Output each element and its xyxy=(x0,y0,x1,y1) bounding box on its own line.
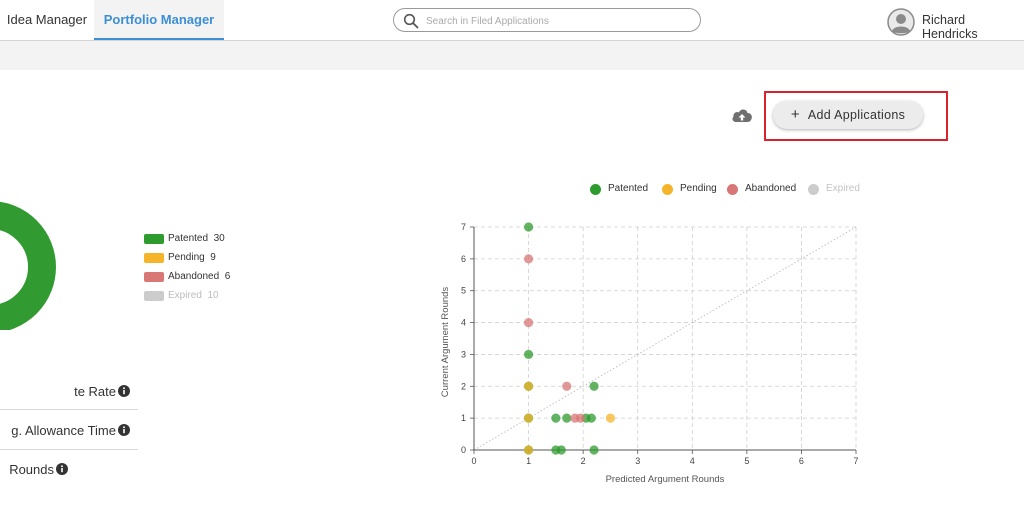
y-tick-label: 3 xyxy=(461,349,466,359)
x-axis-label: Predicted Argument Rounds xyxy=(606,474,725,485)
chart-ticks: 0 1 2 3 4 5 6 7 0 1 2 3 4 5 6 7 xyxy=(461,222,859,466)
search-box[interactable] xyxy=(393,8,701,32)
legend-dot xyxy=(662,184,673,195)
legend-item-patented[interactable]: Patented 30 xyxy=(144,233,264,245)
legend-name: Expired xyxy=(826,183,860,194)
legend-name: Pending xyxy=(680,183,717,194)
point-abandoned[interactable] xyxy=(523,317,534,328)
y-tick-label: 1 xyxy=(461,413,466,423)
legend-label: Pending xyxy=(168,252,205,263)
legend-swatch-abandoned xyxy=(144,272,164,282)
x-tick-label: 7 xyxy=(853,456,858,466)
x-tick-label: 6 xyxy=(799,456,804,466)
legend-swatch-pending xyxy=(144,253,164,263)
legend-dot xyxy=(727,184,738,195)
point-pending[interactable] xyxy=(523,445,534,455)
point-patented[interactable] xyxy=(523,349,534,360)
point-patented[interactable] xyxy=(562,413,572,423)
point-abandoned[interactable] xyxy=(562,381,572,391)
legend-item-abandoned[interactable]: Abandoned 6 xyxy=(144,271,264,283)
argument-rounds-scatter-chart: 0 1 2 3 4 5 6 7 0 1 2 3 4 5 6 7 Predicted Argument Roun… xyxy=(440,222,859,485)
content-header-band xyxy=(0,41,1024,70)
point-patented[interactable] xyxy=(589,445,599,455)
user-avatar-icon[interactable] xyxy=(887,8,915,36)
point-abandoned[interactable] xyxy=(575,413,586,423)
y-tick-label: 2 xyxy=(461,381,466,391)
search-input[interactable] xyxy=(424,12,688,30)
tab-portfolio-manager[interactable]: Portfolio Manager xyxy=(94,0,224,40)
legend-count: 10 xyxy=(207,290,219,301)
y-tick-label: 7 xyxy=(461,222,466,232)
legend-swatch-expired xyxy=(144,291,164,301)
stat-divider xyxy=(0,409,138,410)
legend-label: Patented xyxy=(168,233,209,244)
point-pending[interactable] xyxy=(523,413,534,423)
stat-row-rounds: Rounds xyxy=(0,462,138,478)
legend-count: 6 xyxy=(224,271,231,282)
y-axis-label: Current Argument Rounds xyxy=(440,287,451,398)
point-patented[interactable] xyxy=(589,381,599,391)
info-icon[interactable] xyxy=(118,385,130,397)
point-patented[interactable] xyxy=(551,413,561,423)
y-tick-label: 0 xyxy=(461,445,466,455)
search-icon xyxy=(403,13,419,29)
chart-grid xyxy=(473,226,857,451)
add-applications-label: Add Applications xyxy=(807,108,906,122)
point-pending[interactable] xyxy=(605,413,616,423)
diagonal-reference-line xyxy=(473,226,857,451)
point-pending[interactable] xyxy=(523,381,534,391)
info-icon[interactable] xyxy=(118,424,130,436)
x-tick-label: 1 xyxy=(526,456,531,466)
top-navigation-bar: Idea Manager Portfolio Manager Richard H… xyxy=(0,0,1024,41)
legend-dot xyxy=(590,184,601,195)
y-tick-label: 4 xyxy=(461,318,466,328)
stat-row-allowance-time: g. Allowance Time xyxy=(0,423,138,439)
x-tick-label: 0 xyxy=(471,456,476,466)
legend-label: Expired xyxy=(168,290,202,301)
info-icon[interactable] xyxy=(56,463,68,475)
point-patented[interactable] xyxy=(586,413,596,423)
x-tick-label: 5 xyxy=(744,456,749,466)
legend-item-expired[interactable]: Expired 10 xyxy=(144,290,264,302)
legend-label: Abandoned xyxy=(168,271,220,282)
stat-divider xyxy=(0,449,138,450)
legend-count: 9 xyxy=(210,252,216,263)
legend-name: Abandoned xyxy=(745,183,797,194)
highlight-box xyxy=(764,91,948,141)
stat-label: g. Allowance Time xyxy=(11,423,116,438)
stat-label: te Rate xyxy=(74,384,116,399)
cloud-upload-icon[interactable] xyxy=(731,106,753,124)
stat-row-rate: te Rate xyxy=(0,384,138,400)
status-donut-chart xyxy=(0,201,56,330)
point-abandoned[interactable] xyxy=(523,254,534,264)
y-tick-label: 5 xyxy=(461,286,466,296)
x-tick-label: 2 xyxy=(581,456,586,466)
legend-swatch-patented xyxy=(144,234,164,244)
y-tick-label: 6 xyxy=(461,254,466,264)
user-name[interactable]: Richard Hendricks xyxy=(922,13,978,41)
plus-icon: + xyxy=(790,106,800,123)
x-tick-label: 4 xyxy=(690,456,695,466)
chart-axes xyxy=(470,226,857,454)
tab-idea-manager[interactable]: Idea Manager xyxy=(6,12,88,27)
legend-name: Patented xyxy=(608,183,649,194)
point-patented[interactable] xyxy=(556,445,566,455)
legend-count: 30 xyxy=(213,233,225,244)
point-patented[interactable] xyxy=(523,222,534,232)
add-applications-button[interactable]: + Add Applications xyxy=(773,101,923,129)
legend-item-pending[interactable]: Pending 9 xyxy=(144,252,264,264)
x-tick-label: 3 xyxy=(635,456,640,466)
legend-dot xyxy=(808,184,819,195)
chart-points xyxy=(523,222,616,455)
stat-label: Rounds xyxy=(9,462,54,477)
